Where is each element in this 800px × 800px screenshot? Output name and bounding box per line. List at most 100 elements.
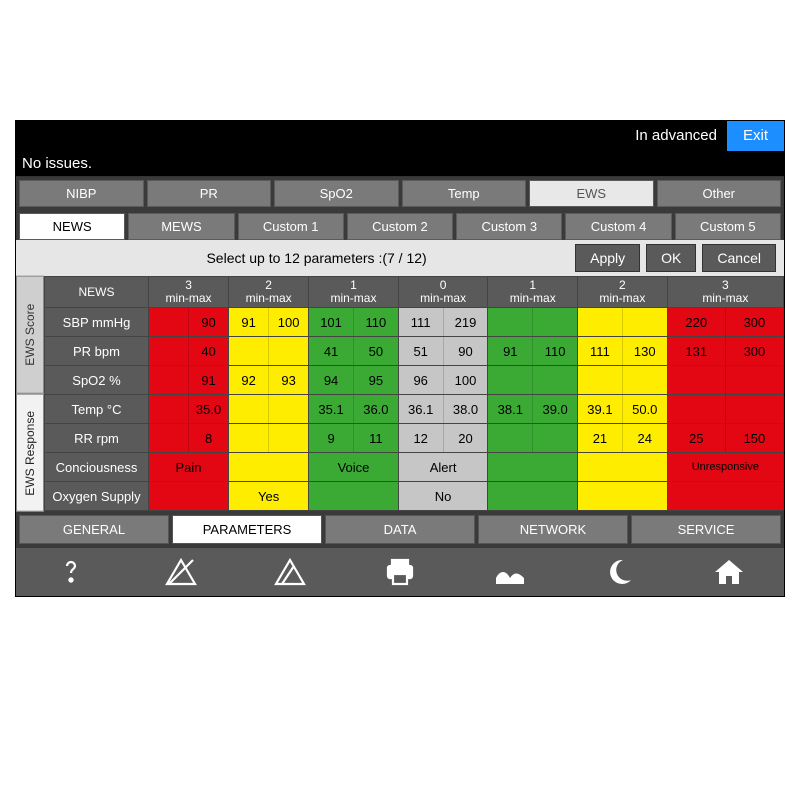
alarm-reset-icon[interactable] [271,553,309,591]
score-cell[interactable]: 91110 [488,337,578,366]
score-cell[interactable]: 220300 [667,308,783,337]
score-cell[interactable]: 35.136.0 [309,395,399,424]
score-cell[interactable]: Unresponsive [667,453,783,482]
score-cell[interactable]: 8 [149,424,229,453]
score-cell[interactable] [488,482,578,511]
score-header: 1min-max [488,277,578,308]
score-cell[interactable] [229,453,309,482]
mode-status: In advanced [625,121,727,151]
score-cell[interactable] [667,395,783,424]
cancel-button[interactable]: Cancel [702,244,776,272]
score-cell[interactable] [309,482,399,511]
score-cell[interactable] [488,308,578,337]
ews-tab-custom-3[interactable]: Custom 3 [456,213,562,240]
ews-tab-mews[interactable]: MEWS [128,213,234,240]
night-icon[interactable] [600,553,638,591]
ews-subtabs: NEWSMEWSCustom 1Custom 2Custom 3Custom 4… [16,210,784,240]
score-header: 3min-max [149,277,229,308]
score-cell[interactable] [578,453,668,482]
score-cell[interactable] [149,482,229,511]
param-tab-nibp[interactable]: NIBP [19,180,144,207]
score-cell[interactable]: 96100 [398,366,488,395]
side-tab-ews-response[interactable]: EWS Response [16,394,44,512]
score-cell[interactable]: No [398,482,488,511]
score-cell[interactable]: 101110 [309,308,399,337]
score-cell[interactable] [578,308,668,337]
score-cell[interactable] [667,366,783,395]
bottom-tab-data[interactable]: DATA [325,515,475,544]
score-cell[interactable]: 911 [309,424,399,453]
ews-tab-custom-5[interactable]: Custom 5 [675,213,781,240]
parameter-tabs: NIBPPRSpO2TempEWSOther [16,177,784,210]
score-cell[interactable]: 38.139.0 [488,395,578,424]
score-header: 0min-max [398,277,488,308]
home-icon[interactable] [710,553,748,591]
score-cell[interactable]: Yes [229,482,309,511]
score-cell[interactable]: 91 [149,366,229,395]
score-cell[interactable]: Alert [398,453,488,482]
score-cell[interactable]: 9495 [309,366,399,395]
score-cell[interactable] [488,424,578,453]
icon-bar [16,548,784,596]
score-cell[interactable]: 9293 [229,366,309,395]
score-cell[interactable] [578,366,668,395]
param-tab-temp[interactable]: Temp [402,180,527,207]
score-cell[interactable]: 4150 [309,337,399,366]
score-cell[interactable]: 36.138.0 [398,395,488,424]
score-cell[interactable] [667,482,783,511]
patient-icon[interactable] [491,553,529,591]
score-cell[interactable]: Pain [149,453,229,482]
score-cell[interactable]: 90 [149,308,229,337]
score-cell[interactable] [229,337,309,366]
score-cell[interactable]: 111130 [578,337,668,366]
grid-wrap: EWS ScoreEWS Response NEWS3min-max2min-m… [16,276,784,511]
score-cell[interactable]: 2124 [578,424,668,453]
row-label: Oxygen Supply [45,482,149,511]
bottom-tab-parameters[interactable]: PARAMETERS [172,515,322,544]
score-cell[interactable] [229,395,309,424]
param-tab-ews[interactable]: EWS [529,180,654,207]
score-header: 3min-max [667,277,783,308]
apply-button[interactable]: Apply [575,244,640,272]
row-label: SpO2 % [45,366,149,395]
score-cell[interactable]: 5190 [398,337,488,366]
row-label: RR rpm [45,424,149,453]
row-label: Temp °C [45,395,149,424]
ews-tab-custom-1[interactable]: Custom 1 [238,213,344,240]
score-cell[interactable]: 111219 [398,308,488,337]
score-header: 1min-max [309,277,399,308]
param-tab-other[interactable]: Other [657,180,782,207]
bottom-tab-general[interactable]: GENERAL [19,515,169,544]
score-cell[interactable]: 131300 [667,337,783,366]
ews-tab-custom-4[interactable]: Custom 4 [565,213,671,240]
score-header: 2min-max [578,277,668,308]
ews-tab-custom-2[interactable]: Custom 2 [347,213,453,240]
score-cell[interactable]: 25150 [667,424,783,453]
selection-text: Select up to 12 parameters :(7 / 12) [24,250,569,266]
bottom-tab-service[interactable]: SERVICE [631,515,781,544]
help-icon[interactable] [52,553,90,591]
row-label: Conciousness [45,453,149,482]
row-label: SBP mmHg [45,308,149,337]
side-tab-ews-score[interactable]: EWS Score [16,276,44,394]
exit-button[interactable]: Exit [727,121,784,151]
param-tab-spo2[interactable]: SpO2 [274,180,399,207]
ews-tab-news[interactable]: NEWS [19,213,125,240]
ok-button[interactable]: OK [646,244,696,272]
side-tabs: EWS ScoreEWS Response [16,276,44,511]
print-icon[interactable] [381,553,419,591]
score-cell[interactable] [488,366,578,395]
param-tab-pr[interactable]: PR [147,180,272,207]
score-cell[interactable] [578,482,668,511]
alarm-off-icon[interactable] [162,553,200,591]
bottom-tab-network[interactable]: NETWORK [478,515,628,544]
score-cell[interactable]: 40 [149,337,229,366]
score-cell[interactable]: 1220 [398,424,488,453]
score-cell[interactable]: Voice [309,453,399,482]
score-cell[interactable] [229,424,309,453]
score-cell[interactable]: 91100 [229,308,309,337]
score-cell[interactable]: 35.0 [149,395,229,424]
score-cell[interactable] [488,453,578,482]
device-screen: In advanced Exit No issues. NIBPPRSpO2Te… [15,120,785,597]
score-cell[interactable]: 39.150.0 [578,395,668,424]
